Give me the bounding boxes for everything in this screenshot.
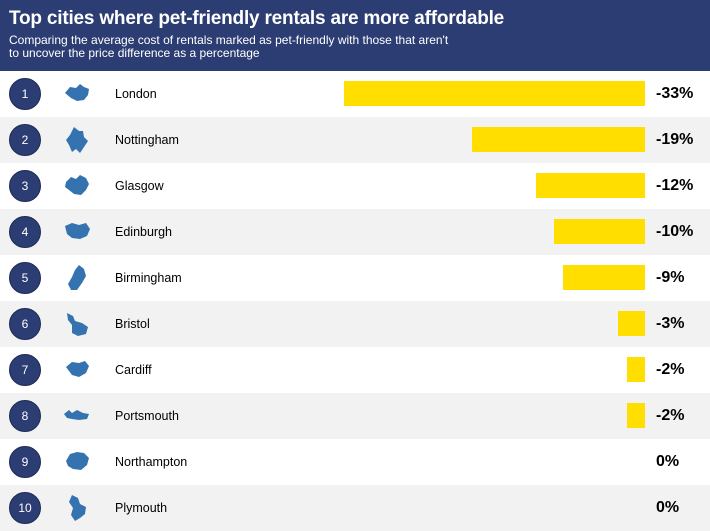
chart-subtitle: Comparing the average cost of rentals ma… [9,33,449,60]
city-label: Northampton [115,455,188,469]
city-label: Nottingham [115,133,179,147]
data-label: -2% [656,407,685,424]
bar [562,265,645,290]
table-row: 9 Northampton 0% [0,439,710,485]
london-map-icon [65,84,89,101]
data-label: -12% [656,177,694,194]
data-label: -9% [656,269,685,286]
city-label: Plymouth [115,501,168,515]
bar [553,219,645,244]
bristol-map-icon [67,313,88,336]
data-label: -10% [656,223,694,240]
edinburgh-map-icon [65,223,90,239]
cardiff-map-icon [66,361,89,377]
data-label: 0% [656,453,680,470]
glasgow-map-icon [65,175,89,195]
rank-badge: 1 [9,78,41,110]
table-row: 7 Cardiff -2% [0,347,710,393]
northampton-map-icon [66,452,89,470]
table-row: 10 Plymouth 0% [0,485,710,531]
bar [471,127,645,152]
rank-badge: 2 [9,124,41,156]
rank-badge: 8 [9,400,41,432]
table-row: 3 Glasgow -12% [0,163,710,209]
city-label: Edinburgh [115,225,172,239]
birmingham-map-icon [68,265,86,290]
portsmouth-map-icon [64,410,89,420]
rank-badge: 4 [9,216,41,248]
data-label: -2% [656,361,685,378]
plymouth-map-icon [69,495,86,521]
nottingham-map-icon [66,127,88,153]
bar [535,173,645,198]
city-label: London [115,87,157,101]
table-row: 6 Bristol -3% [0,301,710,347]
table-row: 2 Nottingham -19% [0,117,710,163]
bar [344,81,645,106]
table-row: 5 Birmingham -9% [0,255,710,301]
table-row: 4 Edinburgh -10% [0,209,710,255]
rank-badge: 7 [9,354,41,386]
city-label: Portsmouth [115,409,179,423]
city-label: Birmingham [115,271,182,285]
bar [626,357,645,382]
rank-badge: 3 [9,170,41,202]
city-label: Glasgow [115,179,164,193]
table-row: 8 Portsmouth -2% [0,393,710,439]
rank-badge: 10 [9,492,41,524]
data-label: -33% [656,85,694,102]
data-label: -3% [656,315,685,332]
rank-badge: 9 [9,446,41,478]
rank-badge: 5 [9,262,41,294]
data-label: 0% [656,499,680,516]
bar [617,311,645,336]
data-label: -19% [656,131,694,148]
table-row: 1 London -33% [0,71,710,117]
chart-header: Top cities where pet-friendly rentals ar… [0,0,710,71]
rank-badge: 6 [9,308,41,340]
city-label: Cardiff [115,363,152,377]
bar [626,403,645,428]
chart-title: Top cities where pet-friendly rentals ar… [9,8,505,29]
city-label: Bristol [115,317,150,331]
